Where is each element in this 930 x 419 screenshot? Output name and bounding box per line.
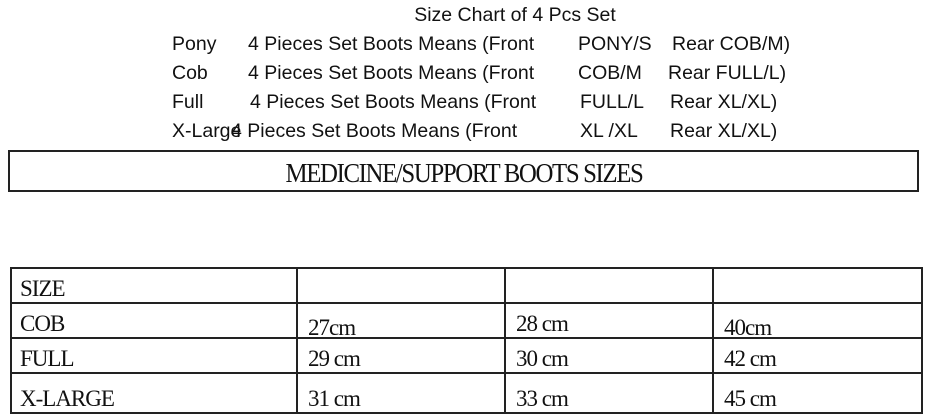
size-chart-title: Size Chart of 4 Pcs Set — [414, 4, 616, 26]
table-row: COB 27cm 28 cm 40cm — [10, 302, 923, 343]
set-desc: 4 Pieces Set Boots Means (Front — [248, 33, 535, 55]
set-front: FULL/L — [580, 91, 644, 113]
size-cell: FULL — [10, 337, 298, 374]
set-desc: 4 Pieces Set Boots Means (Front — [250, 91, 537, 113]
set-name: Cob — [172, 62, 208, 84]
value-cell: 42 cm — [712, 337, 923, 374]
header-cell — [504, 267, 714, 304]
set-front: PONY/S — [578, 33, 652, 55]
table-header-row: SIZE — [10, 267, 923, 304]
set-rear: Rear COB/M) — [672, 33, 791, 55]
header-cell — [296, 267, 506, 304]
value-cell: 28 cm — [504, 302, 714, 339]
size-cell: COB — [10, 302, 298, 339]
value-cell: 33 cm — [504, 372, 714, 414]
banner-title: MEDICINE/SUPPORT BOOTS SIZES — [285, 157, 643, 188]
set-rear: Rear XL/XL) — [670, 120, 778, 142]
table-row: X-LARGE 31 cm 33 cm 45 cm — [10, 372, 923, 414]
set-name: Pony — [172, 33, 217, 55]
value-cell: 27cm — [296, 306, 506, 343]
set-rear: Rear XL/XL) — [670, 91, 778, 113]
set-desc: 4 Pieces Set Boots Means (Front — [248, 62, 535, 84]
set-name: Full — [172, 91, 204, 113]
set-desc: 4 Pieces Set Boots Means (Front — [231, 120, 518, 142]
set-front: COB/M — [578, 62, 642, 84]
value-cell: 29 cm — [296, 337, 506, 374]
section-banner: MEDICINE/SUPPORT BOOTS SIZES — [8, 150, 919, 192]
size-cell: X-LARGE — [10, 372, 298, 414]
value-cell: 30 cm — [504, 337, 714, 374]
header-cell — [712, 267, 923, 304]
value-cell: 31 cm — [296, 372, 506, 414]
set-front: XL /XL — [580, 120, 638, 142]
table-row: FULL 29 cm 30 cm 42 cm — [10, 337, 923, 374]
set-rear: Rear FULL/L) — [668, 62, 787, 84]
value-cell: 40cm — [712, 306, 923, 343]
size-table: SIZE COB 27cm 28 cm 40cm FULL 29 cm 30 c… — [10, 267, 923, 414]
value-cell: 45 cm — [712, 372, 923, 414]
set-name: X-Large — [172, 120, 242, 142]
header-cell: SIZE — [10, 267, 298, 304]
